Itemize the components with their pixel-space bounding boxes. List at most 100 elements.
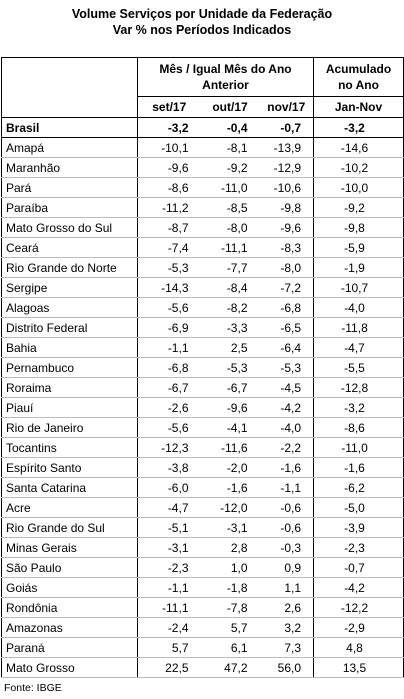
column-header: Jan-Nov: [313, 96, 404, 118]
value-cell: -9,6: [137, 157, 201, 178]
value-cell: -6,4: [259, 337, 315, 358]
value-cell: -3,2: [137, 117, 201, 138]
value-cell: -8,1: [200, 137, 260, 158]
value-cell: -0,7: [259, 117, 315, 138]
value-cell: -6,8: [259, 297, 315, 318]
state-cell: Rio Grande do Sul: [1, 517, 138, 538]
value-cell: -8,6: [137, 177, 201, 198]
group-header: Mês / Igual Mês do Ano Anterior: [137, 57, 315, 97]
value-cell: -8,0: [259, 257, 315, 278]
value-cell: -2,3: [137, 557, 201, 578]
value-cell: -11,8: [313, 317, 404, 338]
table-row: Distrito Federal -6,9 -3,3 -6,5 -11,8: [1, 317, 404, 338]
value-cell: 3,2: [259, 617, 315, 638]
value-cell: -1,6: [200, 477, 260, 498]
table-row: São Paulo -2,3 1,0 0,9 -0,7: [1, 557, 404, 578]
corner-cell: [1, 57, 138, 118]
table-row: Roraima -6,7 -6,7 -4,5 -12,8: [1, 377, 404, 398]
value-cell: -2,0: [200, 457, 260, 478]
value-cell: -6,0: [137, 477, 201, 498]
column-header: set/17: [137, 96, 201, 118]
value-cell: -7,2: [259, 277, 315, 298]
value-cell: -7,8: [200, 597, 260, 618]
value-cell: -5,0: [313, 497, 404, 518]
value-cell: -11,1: [137, 597, 201, 618]
value-cell: -12,9: [259, 157, 315, 178]
state-cell: Amapá: [1, 137, 138, 158]
value-cell: -4,1: [200, 417, 260, 438]
value-cell: -6,2: [313, 477, 404, 498]
value-cell: -10,1: [137, 137, 201, 158]
value-cell: -6,7: [137, 377, 201, 398]
table-row: Minas Gerais -3,1 2,8 -0,3 -2,3: [1, 537, 404, 558]
value-cell: 5,7: [137, 637, 201, 658]
state-cell: Piauí: [1, 397, 138, 418]
value-cell: -0,7: [313, 557, 404, 578]
value-cell: 2,6: [259, 597, 315, 618]
value-cell: -11,0: [313, 437, 404, 458]
value-cell: -8,5: [200, 197, 260, 218]
value-cell: -4,5: [259, 377, 315, 398]
value-cell: -2,6: [137, 397, 201, 418]
table-row: Rio de Janeiro -5,6 -4,1 -4,0 -8,6: [1, 417, 404, 438]
value-cell: 0,9: [259, 557, 315, 578]
table-row: Ceará -7,4 -11,1 -8,3 -5,9: [1, 237, 404, 258]
value-cell: -4,0: [313, 297, 404, 318]
value-cell: -9,8: [259, 197, 315, 218]
value-cell: -6,5: [259, 317, 315, 338]
table-row: Santa Catarina -6,0 -1,6 -1,1 -6,2: [1, 477, 404, 498]
value-cell: 13,5: [313, 657, 404, 678]
state-cell: Rio de Janeiro: [1, 417, 138, 438]
state-cell: Amazonas: [1, 617, 138, 638]
value-cell: -5,5: [313, 357, 404, 378]
table-row: Amapá -10,1 -8,1 -13,9 -14,6: [1, 137, 404, 158]
value-cell: -2,2: [259, 437, 315, 458]
value-cell: -5,6: [137, 417, 201, 438]
state-cell: Distrito Federal: [1, 317, 138, 338]
value-cell: -3,2: [313, 397, 404, 418]
group-header: Acumulado no Ano: [313, 57, 404, 97]
table-row: Alagoas -5,6 -8,2 -6,8 -4,0: [1, 297, 404, 318]
value-cell: -12,0: [200, 497, 260, 518]
value-cell: -3,9: [313, 517, 404, 538]
state-cell: Paraná: [1, 637, 138, 658]
value-cell: -0,4: [200, 117, 260, 138]
value-cell: -3,1: [137, 537, 201, 558]
table-row: Maranhão -9,6 -9,2 -12,9 -10,2: [1, 157, 404, 178]
value-cell: -8,0: [200, 217, 260, 238]
value-cell: -11,0: [200, 177, 260, 198]
state-cell: São Paulo: [1, 557, 138, 578]
value-cell: -8,4: [200, 277, 260, 298]
value-cell: 5,7: [200, 617, 260, 638]
table-row: Goiás -1,1 -1,8 1,1 -4,2: [1, 577, 404, 598]
state-cell: Acre: [1, 497, 138, 518]
title-line: Volume Serviços por Unidade da Federação: [71, 7, 333, 21]
value-cell: -6,7: [200, 377, 260, 398]
title-line: Var % nos Períodos Indicados: [112, 23, 292, 37]
table-row: Mato Grosso 22,5 47,2 56,0 13,5: [1, 657, 404, 678]
value-cell: -9,8: [313, 217, 404, 238]
value-cell: 2,8: [200, 537, 260, 558]
state-cell: Espírito Santo: [1, 457, 138, 478]
value-cell: -9,2: [200, 157, 260, 178]
value-cell: -4,7: [137, 497, 201, 518]
value-cell: 2,5: [200, 337, 260, 358]
value-cell: -4,7: [313, 337, 404, 358]
state-cell: Bahia: [1, 337, 138, 358]
value-cell: 47,2: [200, 657, 260, 678]
state-cell: Sergipe: [1, 277, 138, 298]
table-row: Pará -8,6 -11,0 -10,6 -10,0: [1, 177, 404, 198]
value-cell: -14,3: [137, 277, 201, 298]
value-cell: -11,6: [200, 437, 260, 458]
value-cell: 1,1: [259, 577, 315, 598]
state-cell: Paraíba: [1, 197, 138, 218]
table-row: Sergipe -14,3 -8,4 -7,2 -10,7: [1, 277, 404, 298]
state-cell: Mato Grosso: [1, 657, 138, 678]
value-cell: -3,1: [200, 517, 260, 538]
state-cell: Ceará: [1, 237, 138, 258]
value-cell: -8,3: [259, 237, 315, 258]
state-cell: Roraima: [1, 377, 138, 398]
state-cell: Goiás: [1, 577, 138, 598]
value-cell: -4,2: [259, 397, 315, 418]
value-cell: -10,6: [259, 177, 315, 198]
